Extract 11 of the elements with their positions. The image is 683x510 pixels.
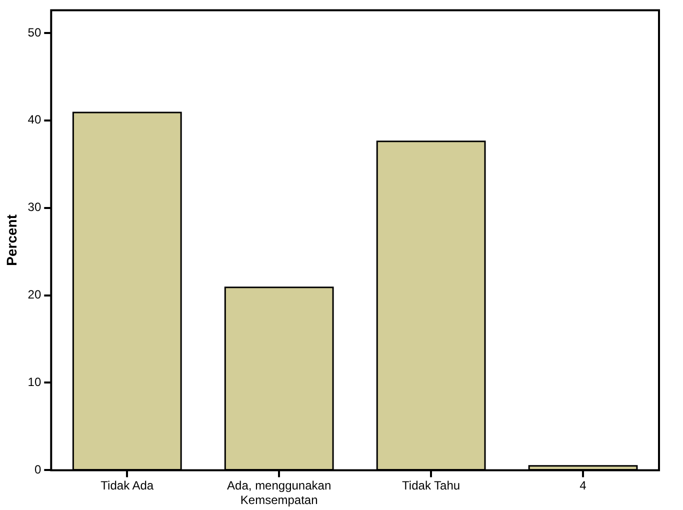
y-tick-label: 50 (28, 25, 42, 40)
y-tick-label: 10 (28, 375, 42, 390)
y-tick-label: 20 (28, 288, 42, 302)
y-tick-label: 0 (34, 462, 42, 477)
y-axis-title: Percent (3, 214, 20, 266)
x-tick-label: Tidak Ada (100, 478, 154, 493)
x-tick-label: 4 (580, 478, 587, 493)
x-tick-label: Tidak Tahu (402, 478, 460, 493)
y-tick-label: 30 (28, 200, 42, 214)
x-tick-label: Ada, menggunakan Kemsempatan (227, 478, 332, 508)
y-tick-label: 40 (28, 112, 42, 127)
